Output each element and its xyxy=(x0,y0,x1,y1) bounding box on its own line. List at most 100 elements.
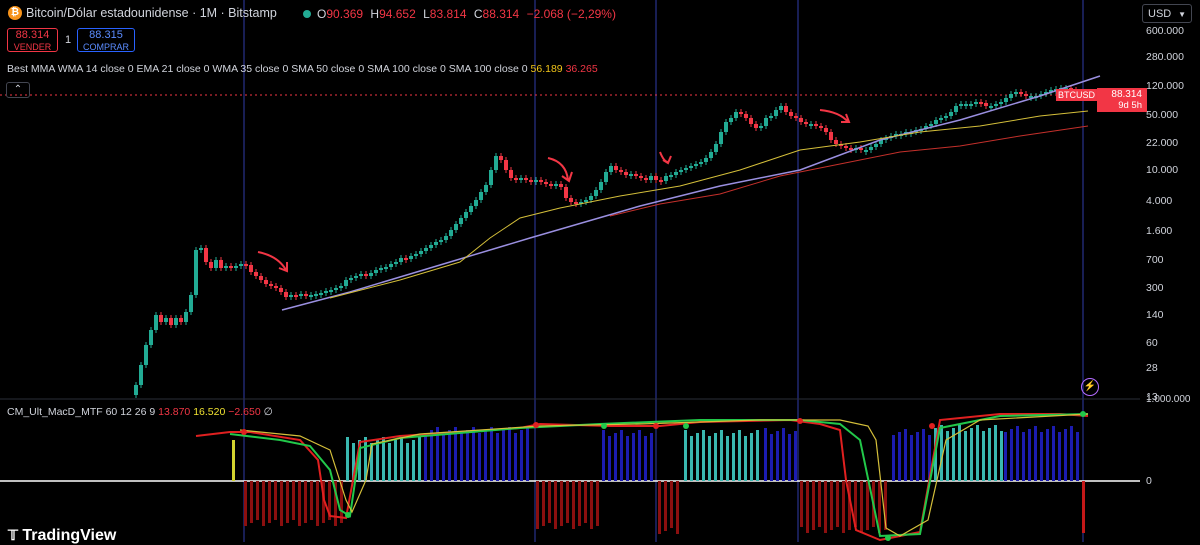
trendline[interactable] xyxy=(281,75,1101,311)
symbol-tag-label: BTCUSD xyxy=(1057,90,1095,100)
macd-histogram-bar xyxy=(358,440,361,481)
macd-histogram-bar xyxy=(632,433,635,481)
candle-body xyxy=(554,184,558,186)
macd-histogram-bar xyxy=(304,481,307,523)
ma-indicator-legend[interactable]: Best MMA WMA 14 close 0 EMA 21 close 0 W… xyxy=(7,63,598,75)
macd-legend[interactable]: CM_Ult_MacD_MTF 60 12 26 9 13.870 16.520… xyxy=(7,406,273,418)
buy-label: COMPRAR xyxy=(82,42,129,52)
macd-histogram-bar xyxy=(1034,426,1037,481)
chevron-down-icon: ▼ xyxy=(1178,10,1186,19)
macd-histogram-bar xyxy=(322,481,325,523)
macd-histogram-bar xyxy=(388,443,391,481)
price-axis-label: 700 xyxy=(1146,254,1164,266)
candle-body xyxy=(289,295,293,297)
buy-button[interactable]: 88.315 COMPRAR xyxy=(77,28,135,52)
macd-histogram-bar xyxy=(328,481,331,520)
candle-body xyxy=(184,312,188,322)
candle-body xyxy=(979,102,983,104)
candle-body xyxy=(1044,92,1048,94)
macd-histogram-bar xyxy=(794,431,797,481)
macd-value-2: 16.520 xyxy=(193,406,226,418)
macd-histogram-bar xyxy=(1022,432,1025,481)
macd-histogram-bar xyxy=(502,430,505,481)
candle-body xyxy=(404,258,408,260)
candle-body xyxy=(864,150,868,152)
candle-body xyxy=(959,104,963,106)
candle-body xyxy=(214,260,218,268)
candle-body xyxy=(254,272,258,276)
macd-histogram-bar xyxy=(590,481,593,529)
macd-histogram-bar xyxy=(638,430,641,481)
candle-body xyxy=(594,190,598,196)
macd-histogram-bar xyxy=(310,481,313,520)
candle-body xyxy=(734,112,738,118)
market-open-icon xyxy=(303,10,311,18)
candle-body xyxy=(434,242,438,245)
macd-histogram-bar xyxy=(584,481,587,523)
currency-select[interactable]: USD ▼ xyxy=(1142,4,1192,23)
macd-histogram-bar xyxy=(614,433,617,481)
macd-histogram-bar xyxy=(566,481,569,523)
candle-body xyxy=(949,112,953,116)
candle-body xyxy=(444,236,448,240)
candle-body xyxy=(759,126,763,128)
candle-body xyxy=(499,156,503,160)
candle-body xyxy=(634,174,638,176)
tradingview-brand: TradingView xyxy=(22,527,117,544)
candle-body xyxy=(194,250,198,295)
price-axis-label: 600.000 xyxy=(1146,25,1184,37)
price-axis-label: 300 xyxy=(1146,282,1164,294)
macd-histogram-bar xyxy=(1082,481,1085,533)
macd-title-label: CM_Ult_MacD_MTF 60 12 26 9 xyxy=(7,406,156,418)
candle-body xyxy=(859,148,863,150)
macd-histogram-bar xyxy=(892,435,895,481)
macd-histogram-bar xyxy=(644,436,647,481)
price-axis-label: 140 xyxy=(1146,309,1164,321)
candle-body xyxy=(1049,90,1053,92)
ohlc-o-key: O xyxy=(317,7,327,21)
macd-histogram-bar xyxy=(554,481,557,529)
sell-button[interactable]: 88.314 VENDER xyxy=(7,28,58,52)
candle-body xyxy=(614,166,618,170)
collapse-legend-button[interactable]: ⌃ xyxy=(6,82,30,98)
price-axis-label: 1.000.000 xyxy=(1146,394,1191,405)
candle-body xyxy=(519,178,523,180)
macd-histogram-bar xyxy=(596,481,599,526)
candle-body xyxy=(379,268,383,270)
macd-histogram-bar xyxy=(916,432,919,481)
candle-body xyxy=(709,152,713,158)
macd-histogram-bar xyxy=(542,481,545,526)
candle-body xyxy=(719,132,723,144)
symbol-title[interactable]: Bitcoin/Dólar estadounidense · 1M · Bits… xyxy=(26,6,277,20)
candle-body xyxy=(744,114,748,118)
macd-histogram-bar xyxy=(898,432,901,481)
macd-histogram-bar xyxy=(1028,429,1031,481)
moving-average-yellow xyxy=(329,110,1089,299)
tradingview-logo-icon: 𝕋 xyxy=(8,527,18,543)
macd-histogram-bar xyxy=(964,431,967,481)
candle-body xyxy=(629,174,633,176)
macd-histogram-bar xyxy=(466,430,469,481)
lightning-icon[interactable]: ⚡ xyxy=(1081,378,1099,396)
candle-body xyxy=(624,172,628,175)
macd-histogram-bar xyxy=(782,428,785,481)
candle-body xyxy=(514,178,518,180)
macd-histogram-bar xyxy=(958,425,961,481)
price-axis-label: 28 xyxy=(1146,362,1158,374)
candle-body xyxy=(679,170,683,172)
candle-body xyxy=(1009,94,1013,98)
candle-body xyxy=(579,202,583,204)
candle-body xyxy=(309,295,313,297)
macd-histogram-bar xyxy=(400,437,403,481)
candle-body xyxy=(364,274,368,276)
macd-histogram-bar xyxy=(520,430,523,481)
candle-body xyxy=(789,112,793,116)
candle-body xyxy=(509,170,513,178)
quantity-field[interactable]: 1 xyxy=(65,34,72,46)
candle-body xyxy=(424,248,428,251)
candle-body xyxy=(419,251,423,254)
candle-body xyxy=(249,265,253,272)
macd-histogram-bar xyxy=(696,433,699,481)
